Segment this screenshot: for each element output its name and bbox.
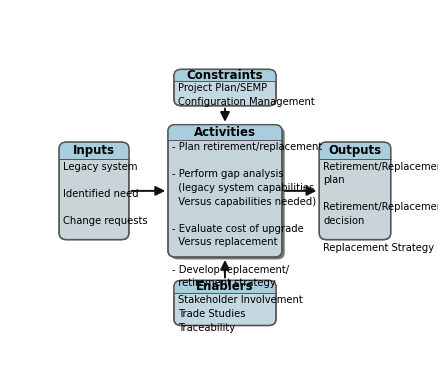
Text: Legacy system

Identified need

Change requests: Legacy system Identified need Change req… — [63, 161, 148, 226]
FancyBboxPatch shape — [318, 142, 390, 240]
FancyBboxPatch shape — [168, 125, 281, 140]
Text: Enablers: Enablers — [196, 280, 253, 293]
Text: - Plan retirement/replacement

- Perform gap analysis
  (legacy system capabilit: - Plan retirement/replacement - Perform … — [172, 142, 321, 288]
Bar — [168, 132, 281, 140]
Text: Outputs: Outputs — [328, 144, 381, 157]
Bar — [173, 74, 276, 81]
FancyBboxPatch shape — [173, 70, 276, 106]
Bar — [59, 150, 129, 159]
FancyBboxPatch shape — [318, 142, 390, 159]
Text: Retirement/Replacement
plan

Retirement/Replacement
decision

Replacement Strate: Retirement/Replacement plan Retirement/R… — [322, 161, 438, 253]
Bar — [173, 286, 276, 293]
FancyBboxPatch shape — [173, 70, 276, 81]
FancyBboxPatch shape — [173, 280, 276, 293]
FancyBboxPatch shape — [173, 280, 276, 325]
Text: Stakeholder Involvement
Trade Studies
Traceability: Stakeholder Involvement Trade Studies Tr… — [178, 295, 302, 333]
Text: Constraints: Constraints — [186, 69, 263, 82]
Text: Inputs: Inputs — [73, 144, 115, 157]
FancyBboxPatch shape — [59, 142, 129, 159]
FancyBboxPatch shape — [170, 127, 284, 259]
FancyBboxPatch shape — [59, 142, 129, 240]
Text: Activities: Activities — [194, 126, 255, 139]
Bar — [318, 150, 390, 159]
FancyBboxPatch shape — [168, 125, 281, 257]
Text: Project Plan/SEMP
Configuration Management: Project Plan/SEMP Configuration Manageme… — [178, 83, 314, 107]
